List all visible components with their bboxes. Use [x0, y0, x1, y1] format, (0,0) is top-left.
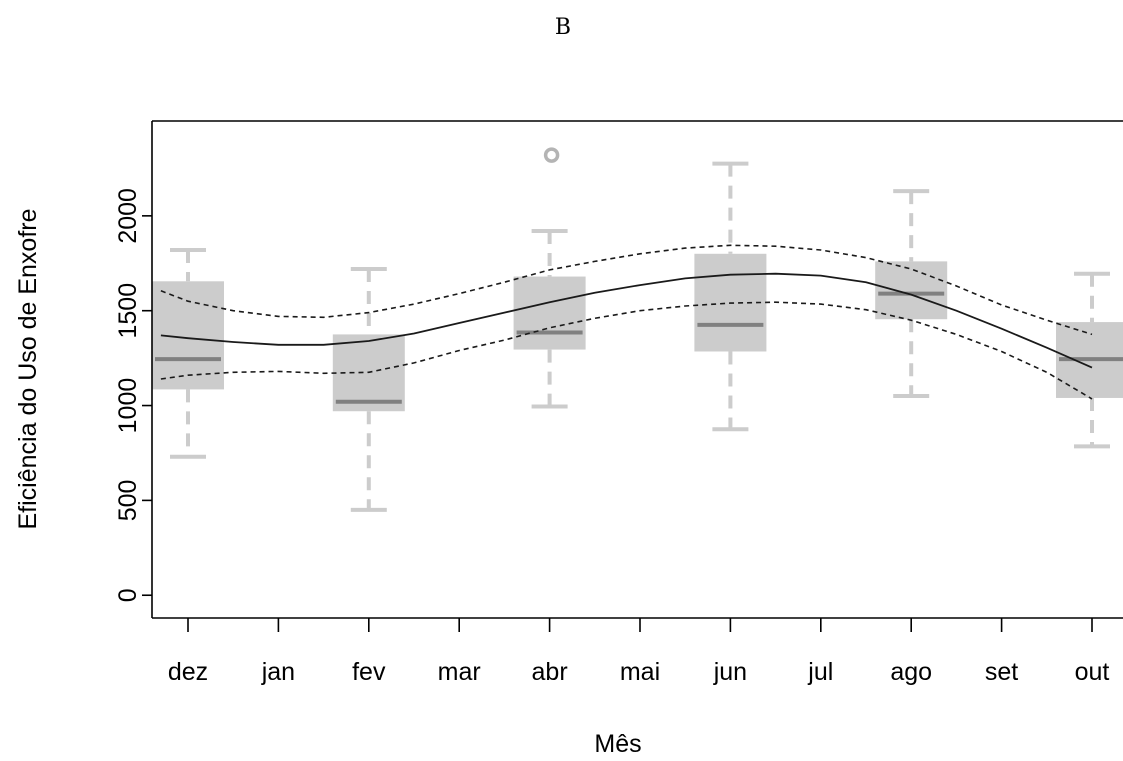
box-fev: [332, 266, 405, 512]
y-tick-label: 1000: [114, 378, 142, 434]
x-axis-title: Mês: [594, 730, 641, 758]
x-tick-label-jul: jul: [807, 658, 833, 686]
x-tick-label-fev: fev: [352, 658, 386, 686]
y-tick-label: 500: [114, 480, 142, 522]
x-tick-label-jun: jun: [713, 658, 747, 686]
y-axis-title: Eficiência do Uso de Enxofre: [14, 208, 42, 529]
box-iqr: [875, 261, 948, 320]
plot-area: [152, 147, 1123, 512]
panel-label: B: [555, 15, 571, 40]
upper-confidence-line: [160, 244, 1093, 336]
box-jun: [694, 161, 767, 432]
box-out: [1056, 271, 1123, 449]
y-tick-label: 0: [114, 588, 142, 602]
x-tick-label-mai: mai: [620, 658, 660, 686]
x-tick-label-abr: abr: [532, 658, 568, 686]
box-dez: [152, 247, 224, 459]
y-tick-label: 1500: [114, 283, 142, 339]
fitted-line: [160, 272, 1093, 369]
axes: 0 500 1000 1500 2000 dez jan fev mar abr mai jun jul…: [114, 120, 1123, 686]
x-tick-label-ago: ago: [890, 658, 932, 686]
x-tick-label-jan: jan: [261, 658, 295, 686]
x-tick-label-set: set: [985, 658, 1018, 686]
box-ago: [875, 189, 948, 399]
box-abr: [513, 147, 586, 409]
x-tick-label-out: out: [1075, 658, 1110, 686]
box-iqr: [513, 276, 586, 350]
x-tick-label-dez: dez: [168, 658, 208, 686]
lower-confidence-line: [160, 301, 1093, 400]
x-tick-label-mar: mar: [438, 658, 481, 686]
y-tick-label: 2000: [114, 188, 142, 244]
outlier-point: [543, 147, 560, 163]
